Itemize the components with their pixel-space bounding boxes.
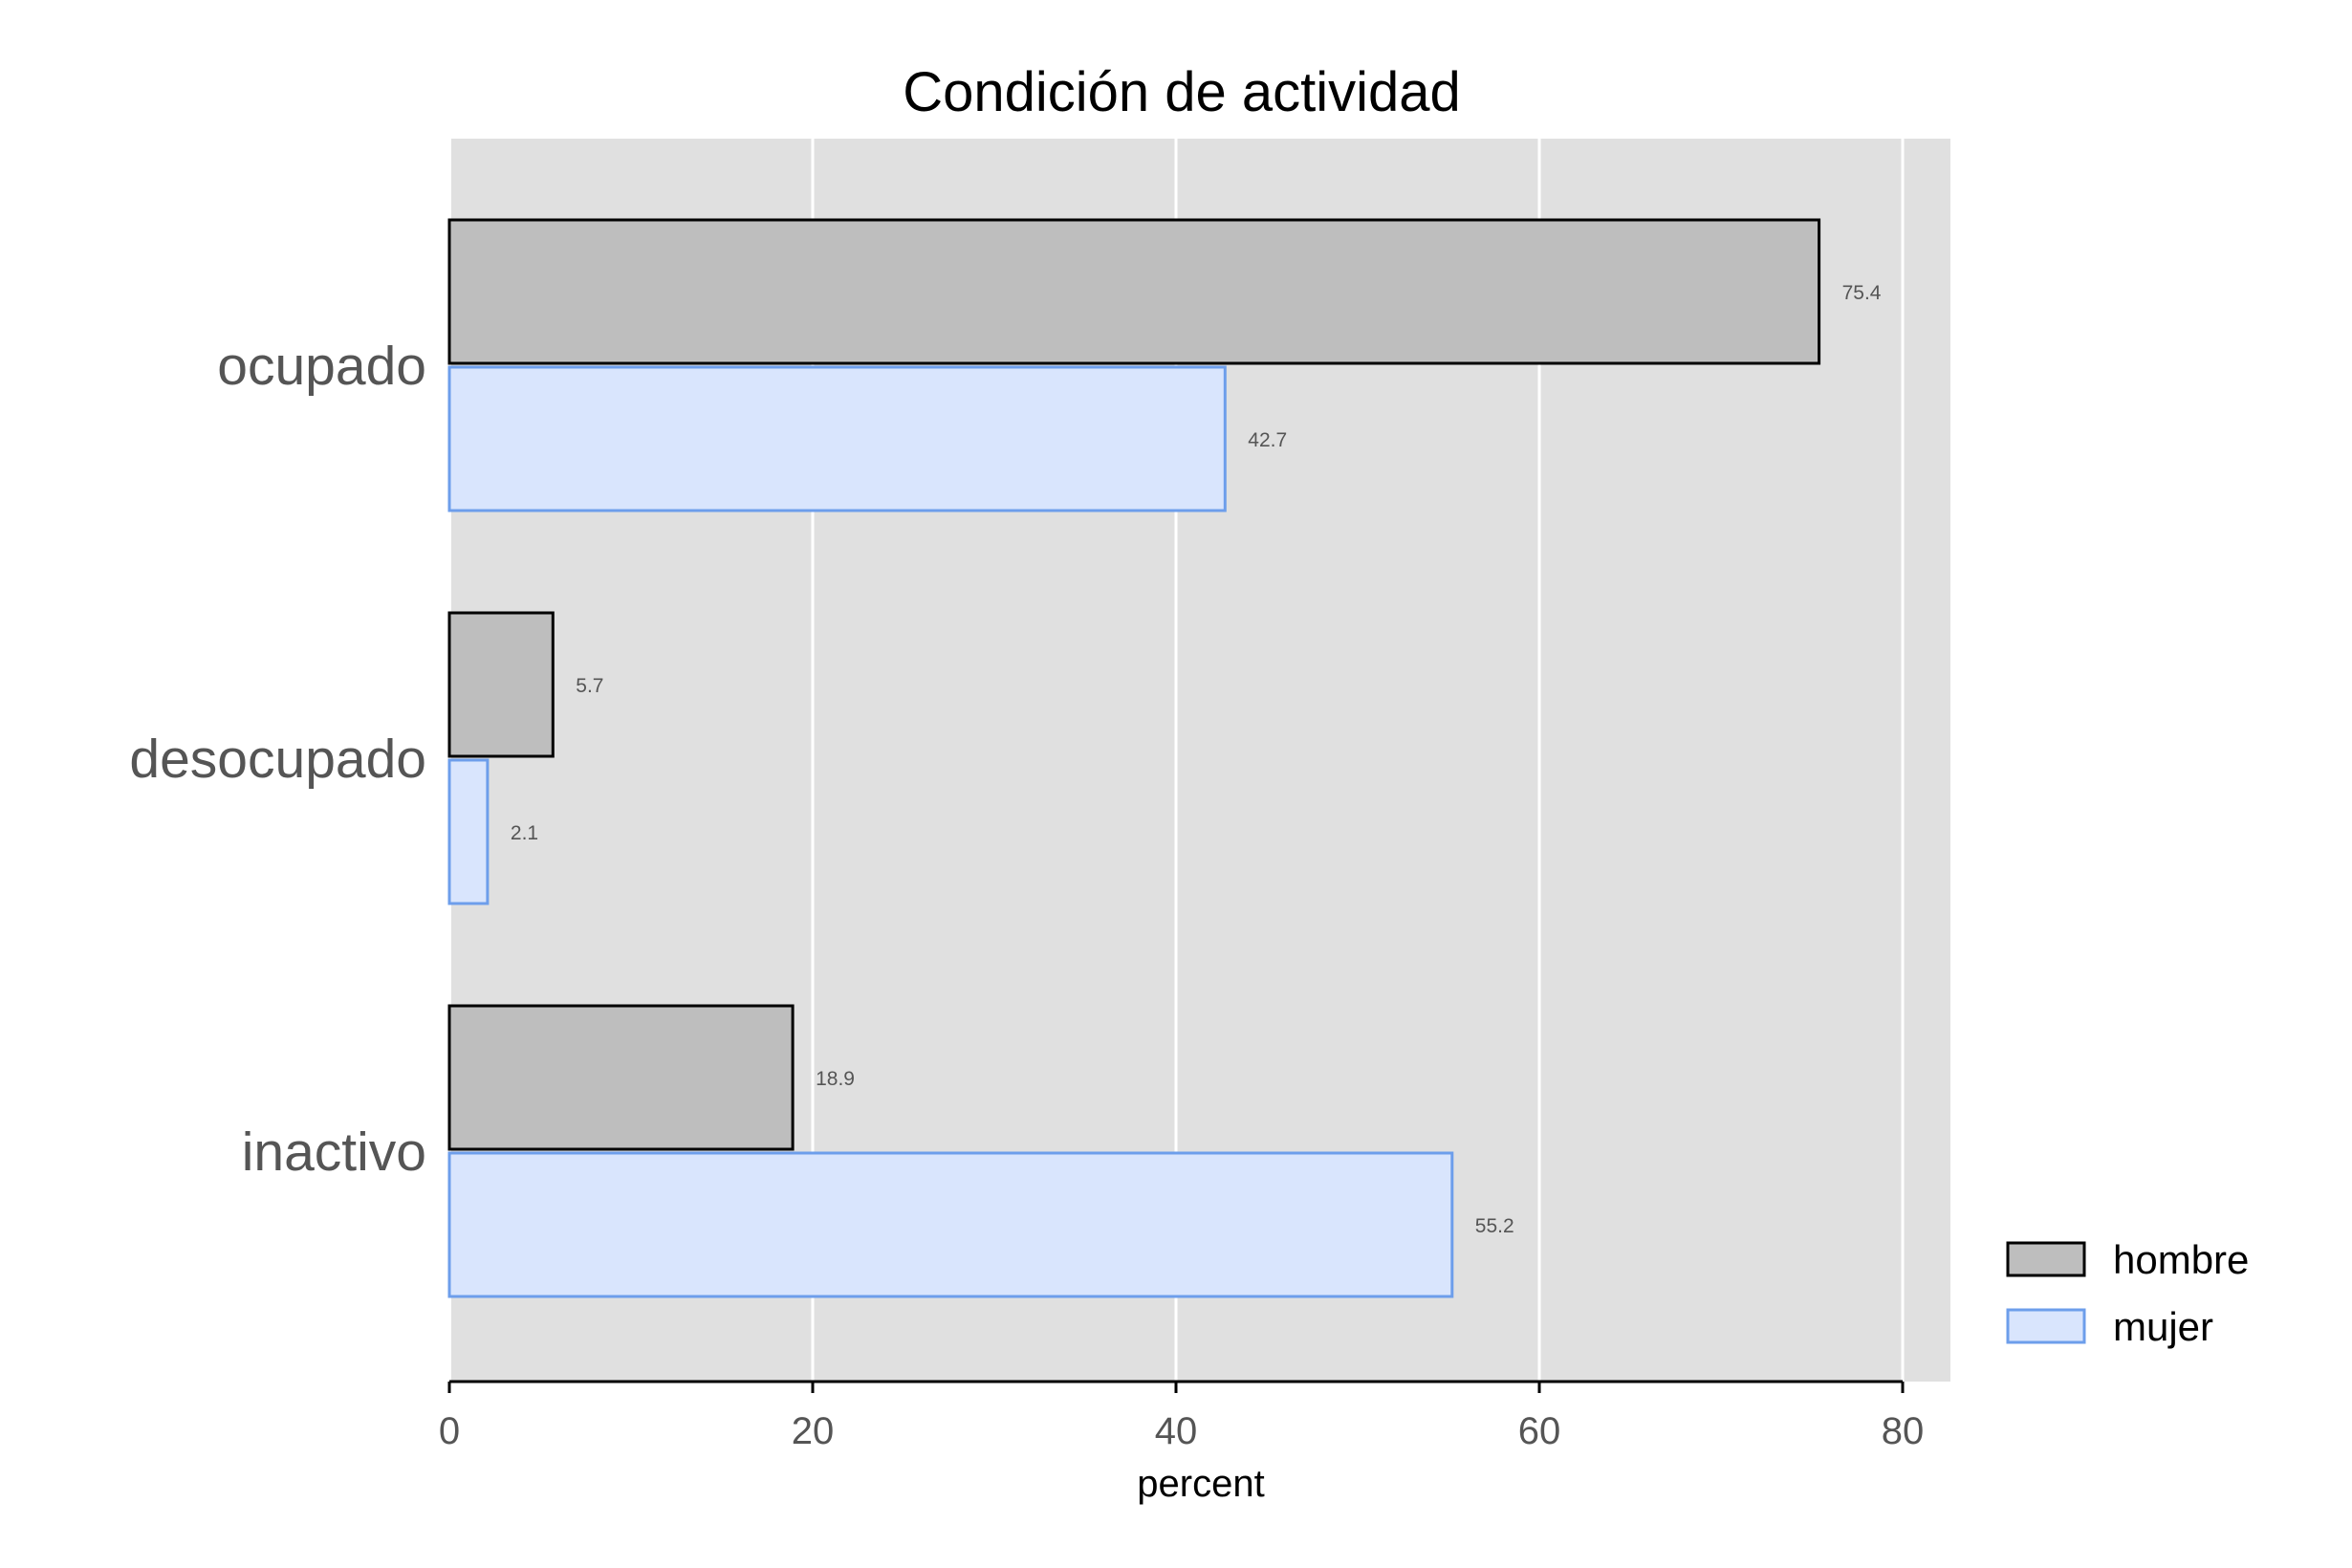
bar-value-labels: 75.4 42.7 5.7 2.1 18.9 55.2 [511, 282, 1882, 1237]
bar-hombre-ocupado [447, 218, 1821, 365]
legend-label-hombre: hombre [2113, 1237, 2249, 1282]
bar-hombre-desocupado [447, 611, 555, 758]
legend: hombre mujer [2006, 1237, 2249, 1349]
legend-label-mujer: mujer [2113, 1304, 2213, 1349]
bar-mujer-ocupado [447, 365, 1227, 512]
bar-value-label-mujer-ocupado: 42.7 [1248, 429, 1287, 451]
x-tick-label-20: 20 [792, 1410, 835, 1452]
bar-value-label-mujer-inactivo: 55.2 [1475, 1215, 1514, 1237]
bar-hombre-inactivo [447, 1004, 795, 1151]
x-tick-label-0: 0 [439, 1410, 460, 1452]
bar-mujer-inactivo [447, 1151, 1454, 1298]
category-label-inactivo: inactivo [242, 1122, 426, 1183]
x-axis-title: percent [1137, 1463, 1264, 1505]
legend-key-mujer [2006, 1308, 2086, 1344]
category-label-ocupado: ocupado [217, 336, 426, 397]
bar-value-label-hombre-desocupado: 5.7 [576, 675, 603, 697]
y-axis-category-labels: ocupado desocupado inactivo [129, 336, 426, 1183]
bar-value-label-hombre-ocupado: 75.4 [1842, 282, 1882, 304]
bar-value-label-hombre-inactivo: 18.9 [816, 1068, 855, 1090]
bar-mujer-desocupado [447, 758, 490, 905]
category-label-desocupado: desocupado [129, 729, 426, 790]
x-axis: 0 20 40 60 80 [439, 1380, 1925, 1452]
bar-value-label-mujer-desocupado: 2.1 [511, 822, 538, 844]
bars [447, 218, 1821, 1298]
legend-key-hombre [2006, 1241, 2086, 1277]
x-tick-label-80: 80 [1882, 1410, 1925, 1452]
x-tick-label-40: 40 [1155, 1410, 1198, 1452]
chart-title: Condición de actividad [903, 61, 1461, 123]
x-tick-label-60: 60 [1518, 1410, 1561, 1452]
